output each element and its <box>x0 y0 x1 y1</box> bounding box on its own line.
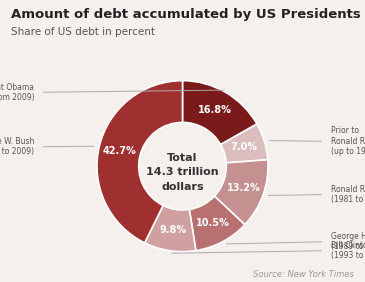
Text: dollars: dollars <box>161 182 204 192</box>
Text: George W. Bush
(2001 to 2009): George W. Bush (2001 to 2009) <box>0 137 34 157</box>
Text: Prior to
Ronald Reagan
(up to 1981): Prior to Ronald Reagan (up to 1981) <box>331 126 365 156</box>
Text: Bill Clinton
(1993 to 2001): Bill Clinton (1993 to 2001) <box>331 241 365 260</box>
Wedge shape <box>214 160 268 225</box>
Text: Ronald Reagan
(1981 to 1989): Ronald Reagan (1981 to 1989) <box>331 185 365 204</box>
Text: 14.3 trillion: 14.3 trillion <box>146 168 219 177</box>
Text: George H.W. Bush
(1989 to 1993): George H.W. Bush (1989 to 1993) <box>331 232 365 252</box>
Wedge shape <box>189 196 245 251</box>
Wedge shape <box>182 81 257 145</box>
Text: Amount of debt accumulated by US Presidents: Amount of debt accumulated by US Preside… <box>11 8 361 21</box>
Wedge shape <box>145 206 196 252</box>
Text: 10.5%: 10.5% <box>196 218 230 228</box>
Wedge shape <box>220 124 268 163</box>
Text: 42.7%: 42.7% <box>103 146 137 157</box>
Text: Total: Total <box>167 153 198 163</box>
Text: President Obama
(from 2009): President Obama (from 2009) <box>0 83 34 102</box>
Text: Share of US debt in percent: Share of US debt in percent <box>11 27 155 37</box>
Text: 9.8%: 9.8% <box>159 225 187 235</box>
Wedge shape <box>97 81 182 243</box>
Text: Source: New York Times: Source: New York Times <box>253 270 354 279</box>
Text: 16.8%: 16.8% <box>198 105 232 115</box>
Text: 7.0%: 7.0% <box>231 142 258 152</box>
Text: 13.2%: 13.2% <box>227 183 260 193</box>
